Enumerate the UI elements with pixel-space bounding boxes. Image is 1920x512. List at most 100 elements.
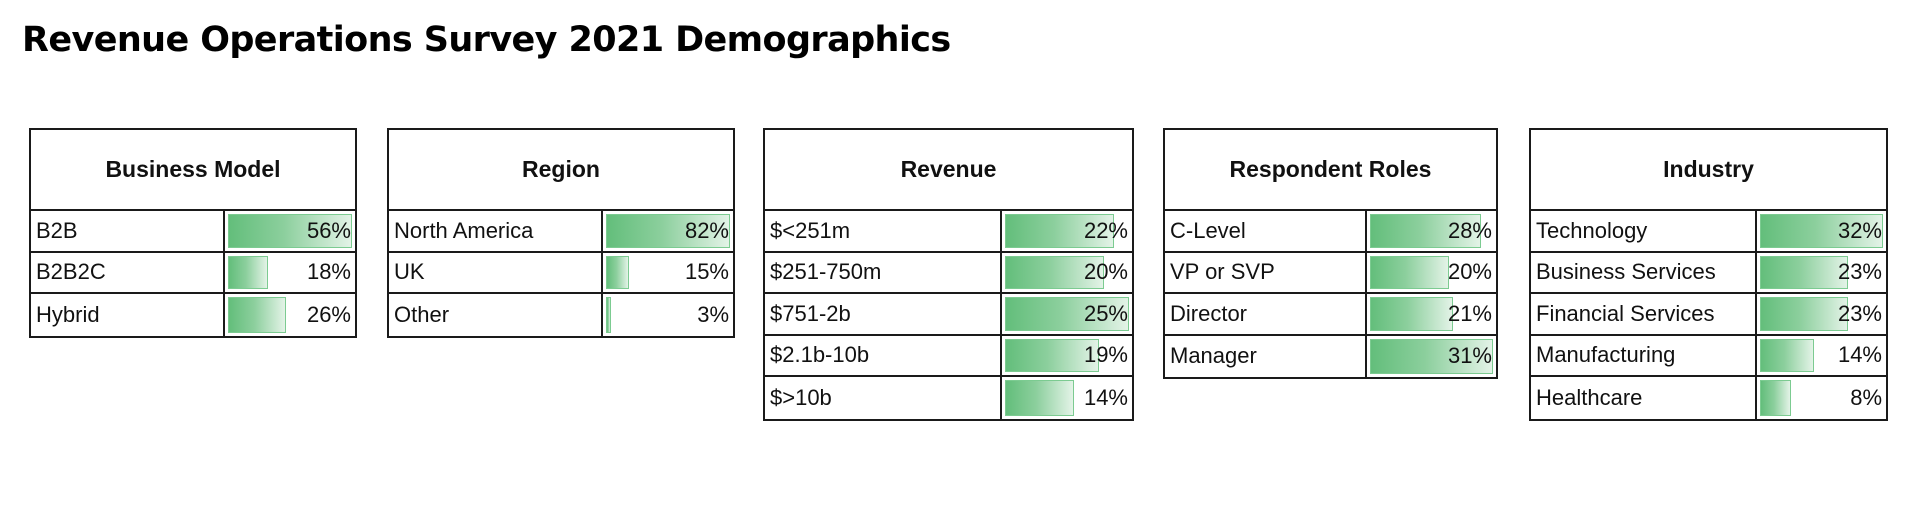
row-label: Healthcare bbox=[1531, 377, 1757, 419]
row-percent: 19% bbox=[1083, 342, 1128, 368]
table-row: Technology 32% bbox=[1531, 211, 1886, 253]
row-label: $251-750m bbox=[765, 252, 1002, 292]
table-header: Business Model bbox=[31, 130, 355, 211]
row-label: $>10b bbox=[765, 377, 1002, 419]
table-header: Revenue bbox=[765, 130, 1132, 211]
table-header: Respondent Roles bbox=[1165, 130, 1496, 211]
row-percent: 32% bbox=[1837, 217, 1882, 243]
row-percent: 8% bbox=[1850, 384, 1882, 410]
table-row: C-Level 28% bbox=[1165, 211, 1496, 253]
row-label: B2B bbox=[31, 211, 225, 251]
row-value-cell: 19% bbox=[1002, 336, 1132, 376]
row-percent: 15% bbox=[684, 259, 729, 285]
row-percent: 23% bbox=[1837, 300, 1882, 326]
row-label: $2.1b-10b bbox=[765, 335, 1002, 375]
revenue-table: Revenue $<251m 22% $251-750m 20% $751-2b… bbox=[763, 128, 1134, 421]
row-value-cell: 31% bbox=[1367, 336, 1496, 378]
data-bar bbox=[1005, 214, 1114, 248]
business-model-table: Business Model B2B 56% B2B2C 18% Hybrid … bbox=[29, 128, 357, 338]
row-label: Manager bbox=[1165, 335, 1367, 377]
table-row: Manager 31% bbox=[1165, 335, 1496, 378]
row-value-cell: 20% bbox=[1002, 253, 1132, 293]
data-bar bbox=[606, 255, 629, 289]
row-value-cell: 8% bbox=[1757, 377, 1886, 419]
row-percent: 82% bbox=[684, 217, 729, 243]
table-row: $751-2b 25% bbox=[765, 294, 1132, 336]
row-value-cell: 26% bbox=[225, 294, 355, 336]
data-bar bbox=[1005, 338, 1099, 372]
data-bar bbox=[228, 214, 352, 248]
table-row: VP or SVP 20% bbox=[1165, 252, 1496, 294]
row-label: $751-2b bbox=[765, 294, 1002, 334]
row-percent: 14% bbox=[1083, 384, 1128, 410]
data-bar bbox=[1760, 380, 1791, 416]
row-percent: 3% bbox=[697, 301, 729, 327]
row-label: VP or SVP bbox=[1165, 252, 1367, 292]
data-bar bbox=[1370, 255, 1449, 289]
data-bar bbox=[606, 297, 611, 333]
row-value-cell: 22% bbox=[1002, 211, 1132, 251]
table-header: Industry bbox=[1531, 130, 1886, 211]
row-label: Hybrid bbox=[31, 294, 225, 336]
data-bar bbox=[1370, 297, 1453, 331]
row-percent: 18% bbox=[306, 259, 351, 285]
row-label: UK bbox=[389, 252, 603, 292]
table-header: Region bbox=[389, 130, 733, 211]
row-label: Director bbox=[1165, 294, 1367, 334]
data-bar bbox=[1760, 297, 1848, 331]
table-row: UK 15% bbox=[389, 252, 733, 294]
row-percent: 26% bbox=[306, 301, 351, 327]
row-value-cell: 25% bbox=[1002, 294, 1132, 334]
data-bar bbox=[1760, 338, 1814, 372]
table-row: Hybrid 26% bbox=[31, 294, 355, 336]
table-row: Healthcare 8% bbox=[1531, 377, 1886, 419]
table-row: Financial Services 23% bbox=[1531, 294, 1886, 336]
row-label: Manufacturing bbox=[1531, 335, 1757, 375]
row-value-cell: 21% bbox=[1367, 294, 1496, 334]
table-row: B2B2C 18% bbox=[31, 252, 355, 294]
row-value-cell: 23% bbox=[1757, 253, 1886, 293]
data-bar bbox=[1005, 297, 1129, 331]
row-label: Financial Services bbox=[1531, 294, 1757, 334]
row-value-cell: 23% bbox=[1757, 294, 1886, 334]
row-value-cell: 56% bbox=[225, 211, 355, 251]
row-percent: 14% bbox=[1837, 342, 1882, 368]
industry-table: Industry Technology 32% Business Service… bbox=[1529, 128, 1888, 421]
row-percent: 20% bbox=[1083, 259, 1128, 285]
data-bar bbox=[1005, 380, 1074, 416]
row-percent: 56% bbox=[306, 217, 351, 243]
data-bar bbox=[1370, 338, 1493, 374]
row-label: Technology bbox=[1531, 211, 1757, 251]
data-bar bbox=[1760, 214, 1883, 248]
table-row: Business Services 23% bbox=[1531, 252, 1886, 294]
row-percent: 28% bbox=[1447, 217, 1492, 243]
table-row: $2.1b-10b 19% bbox=[765, 335, 1132, 377]
row-value-cell: 14% bbox=[1002, 377, 1132, 419]
table-row: Manufacturing 14% bbox=[1531, 335, 1886, 377]
table-row: North America 82% bbox=[389, 211, 733, 253]
row-value-cell: 14% bbox=[1757, 336, 1886, 376]
table-row: $>10b 14% bbox=[765, 377, 1132, 419]
page-title: Revenue Operations Survey 2021 Demograph… bbox=[22, 20, 951, 60]
row-percent: 25% bbox=[1083, 300, 1128, 326]
table-row: Director 21% bbox=[1165, 294, 1496, 336]
row-label: North America bbox=[389, 211, 603, 251]
region-table: Region North America 82% UK 15% Other 3% bbox=[387, 128, 735, 338]
row-value-cell: 28% bbox=[1367, 211, 1496, 251]
data-bar bbox=[228, 297, 286, 333]
data-bar bbox=[606, 214, 730, 248]
data-bar bbox=[1005, 255, 1104, 289]
row-label: Business Services bbox=[1531, 252, 1757, 292]
row-value-cell: 32% bbox=[1757, 211, 1886, 251]
row-value-cell: 82% bbox=[603, 211, 733, 251]
table-row: $<251m 22% bbox=[765, 211, 1132, 253]
respondent-roles-table: Respondent Roles C-Level 28% VP or SVP 2… bbox=[1163, 128, 1498, 379]
row-label: B2B2C bbox=[31, 252, 225, 292]
row-label: Other bbox=[389, 294, 603, 336]
data-bar bbox=[1370, 214, 1481, 248]
table-row: B2B 56% bbox=[31, 211, 355, 253]
row-percent: 20% bbox=[1447, 259, 1492, 285]
row-percent: 21% bbox=[1447, 300, 1492, 326]
row-percent: 23% bbox=[1837, 259, 1882, 285]
row-percent: 31% bbox=[1447, 343, 1492, 369]
